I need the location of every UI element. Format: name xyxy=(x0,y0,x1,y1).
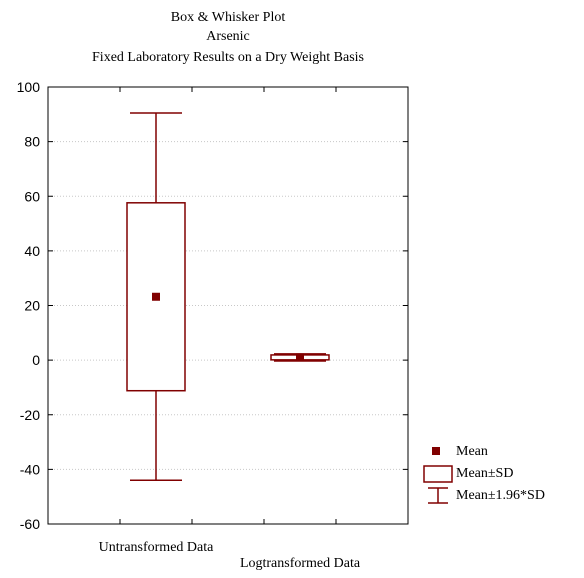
x-category-label: Untransformed Data xyxy=(99,540,214,555)
y-tick-label: 80 xyxy=(24,134,40,150)
chart-title: Box & Whisker Plot Arsenic Fixed Laborat… xyxy=(92,10,364,65)
y-tick-label: 60 xyxy=(24,188,40,204)
legend-mean-label: Mean xyxy=(456,444,488,459)
box-2 xyxy=(270,353,330,362)
y-tick-label: 20 xyxy=(24,298,40,314)
chart-title-line-3: Fixed Laboratory Results on a Dry Weight… xyxy=(92,50,364,65)
box-1 xyxy=(126,112,186,482)
legend-whisker-symbol xyxy=(428,487,448,504)
legend-sd-label: Mean±SD xyxy=(456,466,513,481)
y-tick-label: 100 xyxy=(17,79,41,95)
y-tick-label: -20 xyxy=(20,407,40,423)
legend-mean-marker xyxy=(432,447,440,455)
plot-frame xyxy=(47,86,409,525)
y-axis: -60 -40 -20 0 20 40 60 80 100 xyxy=(17,79,408,532)
mean-marker xyxy=(152,292,160,301)
legend-whisker-label: Mean±1.96*SD xyxy=(456,488,545,503)
legend-sd-box xyxy=(423,465,453,483)
chart-title-line-2: Arsenic xyxy=(206,29,250,44)
box-series xyxy=(126,112,330,482)
x-category-label: Logtransformed Data xyxy=(240,556,361,571)
gridlines xyxy=(48,141,408,470)
y-tick-label: 0 xyxy=(32,352,40,368)
chart-title-line-1: Box & Whisker Plot xyxy=(171,10,286,25)
legend: Mean Mean±SD Mean±1.96*SD xyxy=(423,444,545,504)
y-tick-label: -60 xyxy=(20,516,40,532)
y-tick-label: -40 xyxy=(20,461,40,477)
mean-marker xyxy=(296,353,304,362)
y-tick-label: 40 xyxy=(24,243,40,259)
x-axis: Untransformed Data Logtransformed Data xyxy=(99,87,361,571)
